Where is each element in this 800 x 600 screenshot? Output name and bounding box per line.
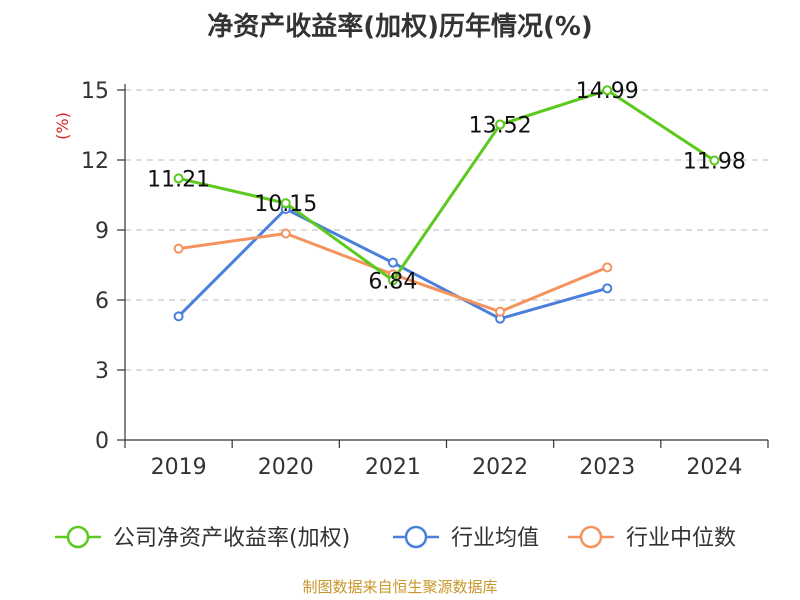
y-tick-label: 6 [95, 289, 109, 314]
data-point-s0-2019[interactable] [173, 173, 184, 184]
data-label-2021: 6.84 [368, 269, 417, 294]
data-label-2024: 11.98 [683, 149, 746, 174]
data-point-s2-2020[interactable] [280, 228, 291, 239]
data-source-note: 制图数据来自恒生聚源数据库 [302, 578, 497, 596]
legend-label: 行业均值 [451, 526, 539, 551]
y-tick-label: 0 [95, 429, 109, 454]
data-point-s1-2021[interactable] [387, 257, 398, 268]
data-point-s2-2019[interactable] [173, 243, 184, 254]
series-line-0 [178, 88, 716, 282]
legend[interactable]: 公司净资产收益率(加权) 行业均值 行业中位数 [55, 525, 736, 551]
x-tick-label-2024: 2024 [686, 455, 742, 480]
data-point-s1-2023[interactable] [602, 283, 613, 294]
data-label-2019: 11.21 [147, 167, 210, 192]
y-tick-label: 3 [95, 359, 109, 384]
grid-lines [125, 89, 768, 371]
y-tick-label: 12 [81, 149, 109, 174]
legend-swatch-marker [404, 525, 428, 549]
legend-item-0[interactable]: 公司净资产收益率(加权) [55, 525, 350, 551]
legend-label: 公司净资产收益率(加权) [113, 526, 350, 551]
x-tick-label-2020: 2020 [258, 455, 314, 480]
chart-title: 净资产收益率(加权)历年情况(%) [207, 11, 593, 42]
x-tick-label-2023: 2023 [579, 455, 635, 480]
data-point-s0-2023[interactable] [602, 85, 613, 96]
legend-swatch-marker [579, 525, 603, 549]
data-label-2022: 13.52 [469, 114, 532, 139]
x-tick-label-2019: 2019 [151, 455, 207, 480]
y-tick-label: 9 [95, 219, 109, 244]
y-axis-unit-label: (%) [53, 112, 72, 140]
data-point-s2-2023[interactable] [602, 262, 613, 273]
legend-item-2[interactable]: 行业中位数 [568, 525, 736, 551]
x-tick-label-2021: 2021 [365, 455, 421, 480]
legend-item-1[interactable]: 行业均值 [393, 525, 539, 551]
data-point-s0-2020[interactable] [280, 198, 291, 209]
data-point-s0-2021[interactable] [387, 275, 398, 286]
data-point-s0-2022[interactable] [495, 119, 506, 130]
y-tick-label: 15 [81, 79, 109, 104]
series-group [173, 85, 720, 324]
x-tick-label-2022: 2022 [472, 455, 528, 480]
legend-swatch-marker [66, 525, 90, 549]
legend-label: 行业中位数 [626, 526, 736, 551]
axes: 0 3 6 9 12 15 2019 2020 2021 2022 2023 2024 [81, 79, 769, 480]
data-labels: 11.21 10.15 6.84 13.52 14.99 11.98 [147, 79, 746, 294]
data-label-2020: 10.15 [254, 192, 317, 217]
data-point-s0-2024[interactable] [709, 155, 720, 166]
data-point-s2-2022[interactable] [495, 306, 506, 317]
data-point-s1-2019[interactable] [173, 311, 184, 322]
data-label-2023: 14.99 [576, 79, 639, 104]
